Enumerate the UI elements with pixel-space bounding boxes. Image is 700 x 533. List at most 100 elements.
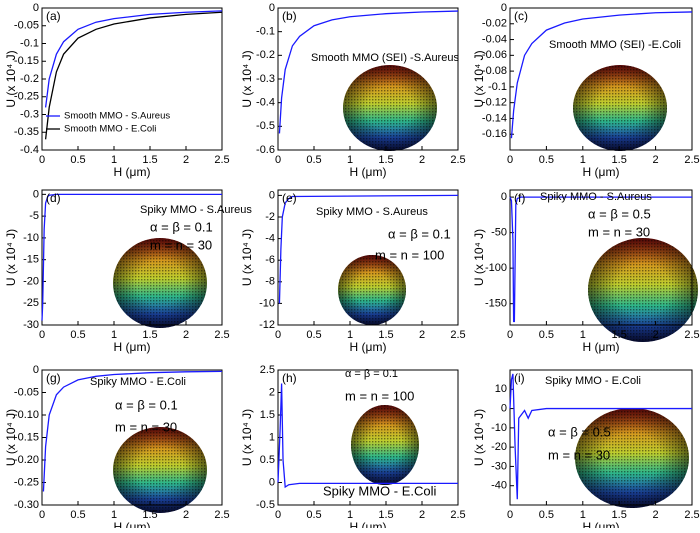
x-tick-label: 2 xyxy=(653,154,659,166)
y-axis-label: U (x 10⁴ J) xyxy=(4,409,18,466)
annotation: m = n = 100 xyxy=(375,247,444,262)
x-tick-label: 2.5 xyxy=(684,329,699,341)
y-tick-label: 0.5 xyxy=(260,454,275,466)
x-tick-label: 2.5 xyxy=(450,509,465,521)
x-tick-label: 1.5 xyxy=(142,154,157,166)
x-tick-label: 1 xyxy=(111,329,117,341)
x-tick-label: 1 xyxy=(347,509,353,521)
y-tick-label: -0.2 xyxy=(256,49,275,61)
y-tick-label: -30 xyxy=(491,460,507,472)
y-tick-label: -0.14 xyxy=(482,112,507,124)
x-tick-label: 2 xyxy=(653,509,659,521)
x-axis-label: H (μm) xyxy=(583,520,620,528)
y-tick-label: -0.25 xyxy=(14,476,39,488)
x-tick-label: 0.5 xyxy=(539,154,554,166)
data-line xyxy=(44,10,223,108)
x-tick-label: 2.5 xyxy=(214,509,229,521)
panel: 0 0.5 1 1.5 2 2.5 0 -0.02 -0.04 -0.06 -0.08 -0.1 -0.… xyxy=(472,2,699,179)
panel-label: (d) xyxy=(46,191,61,205)
sphere xyxy=(351,405,419,485)
data-line xyxy=(42,370,223,492)
plot-frame xyxy=(277,189,459,326)
y-tick-label: -6 xyxy=(265,254,275,266)
x-tick-label: 0 xyxy=(39,509,45,521)
annotation: α = β = 0.5 xyxy=(548,424,611,439)
sphere xyxy=(113,238,207,328)
data-line xyxy=(41,193,222,321)
annotation: Spiky MMO - S.Aureus xyxy=(140,204,252,216)
x-tick-label: 2.5 xyxy=(450,154,465,166)
panel-label: (e) xyxy=(282,191,297,205)
sphere xyxy=(575,408,689,508)
y-axis-label: U (x 10⁴ J) xyxy=(240,50,254,107)
panel-label: (b) xyxy=(282,9,297,23)
annotation: m = n = 30 xyxy=(115,419,177,434)
y-tick-label: 0 xyxy=(501,2,507,14)
y-tick-label: -2 xyxy=(265,211,275,223)
plot-frame xyxy=(41,189,223,326)
x-tick-label: 1.5 xyxy=(142,329,157,341)
legend-label: Smooth MMO - S.Aureus xyxy=(64,111,170,122)
y-tick-label: -0.16 xyxy=(482,128,507,140)
panel-label: (i) xyxy=(514,371,525,385)
x-tick-label: 0.5 xyxy=(539,329,554,341)
annotation: Spiky MMO - E.Coli xyxy=(323,483,437,498)
y-tick-label: -0.1 xyxy=(488,81,507,93)
y-tick-label: -8 xyxy=(265,276,275,288)
panel: 0 0.5 1 1.5 2 2.5 0 -50 -100 -150 H (μm) U (x 10⁴ J… xyxy=(472,189,700,354)
panel: 0 0.5 1 1.5 2 2.5 0 -5 -10 -15 -20 -25 -30 H (μm) U (x… xyxy=(4,188,252,354)
y-tick-label: -0.05 xyxy=(14,20,39,32)
x-tick-label: 2.5 xyxy=(214,154,229,166)
annotation: α = β = 0.1 xyxy=(345,368,398,380)
x-tick-label: 2 xyxy=(419,509,425,521)
x-axis-label: H (μm) xyxy=(114,520,151,528)
y-tick-label: 2.5 xyxy=(260,364,275,376)
x-tick-label: 1 xyxy=(111,509,117,521)
y-tick-label: -0.6 xyxy=(256,144,275,156)
annotation: α = β = 0.1 xyxy=(150,219,213,234)
data-line xyxy=(278,10,459,134)
y-tick-label: -20 xyxy=(491,441,507,453)
x-tick-label: 0 xyxy=(39,329,45,341)
x-tick-label: 0.5 xyxy=(306,154,321,166)
x-tick-label: 1 xyxy=(347,329,353,341)
annotation: Smooth MMO (SEI) -E.Coli xyxy=(549,39,681,51)
x-tick-label: 1 xyxy=(580,154,586,166)
panel-label: (a) xyxy=(46,9,61,23)
annotation: Spiky MMO - S.Aureus xyxy=(316,206,428,218)
annotation: Spiky MMO - E.Coli xyxy=(90,376,186,388)
x-tick-label: 2 xyxy=(419,329,425,341)
y-tick-label: -0.10 xyxy=(14,409,39,421)
annotation: m = n = 100 xyxy=(345,388,414,403)
x-tick-label: 0 xyxy=(507,509,513,521)
panel-label: (g) xyxy=(46,371,61,385)
sphere xyxy=(113,427,207,513)
panel-label: (f) xyxy=(514,191,525,205)
y-tick-label: 1.5 xyxy=(260,409,275,421)
y-tick-label: -0.06 xyxy=(482,49,507,61)
sphere xyxy=(338,255,406,325)
x-tick-label: 0 xyxy=(275,329,281,341)
y-tick-label: 0 xyxy=(33,188,39,200)
y-tick-label: 0 xyxy=(269,476,275,488)
x-tick-label: 1.5 xyxy=(612,154,627,166)
y-axis-label: U (x 10⁴ J) xyxy=(472,229,486,286)
x-axis-label: H (μm) xyxy=(583,340,620,354)
y-tick-label: 0 xyxy=(33,364,39,376)
data-line xyxy=(509,196,692,323)
x-tick-label: 2 xyxy=(653,329,659,341)
y-tick-label: -0.3 xyxy=(20,108,39,120)
x-tick-label: 0 xyxy=(275,154,281,166)
y-tick-label: -12 xyxy=(259,319,275,331)
annotation: m = n = 30 xyxy=(548,447,610,462)
data-line xyxy=(44,11,223,140)
x-tick-label: 2.5 xyxy=(684,509,699,521)
y-tick-label: -0.15 xyxy=(14,55,39,67)
y-tick-label: -10 xyxy=(23,232,39,244)
data-line xyxy=(510,11,693,139)
x-tick-label: 2.5 xyxy=(684,154,699,166)
y-tick-label: -10 xyxy=(491,422,507,434)
panel: 0 0.5 1 1.5 2 2.5 0 -0.05 -0.10 -0.15 -0.20 -0.25 -0… xyxy=(4,364,229,533)
y-tick-label: -10 xyxy=(259,297,275,309)
